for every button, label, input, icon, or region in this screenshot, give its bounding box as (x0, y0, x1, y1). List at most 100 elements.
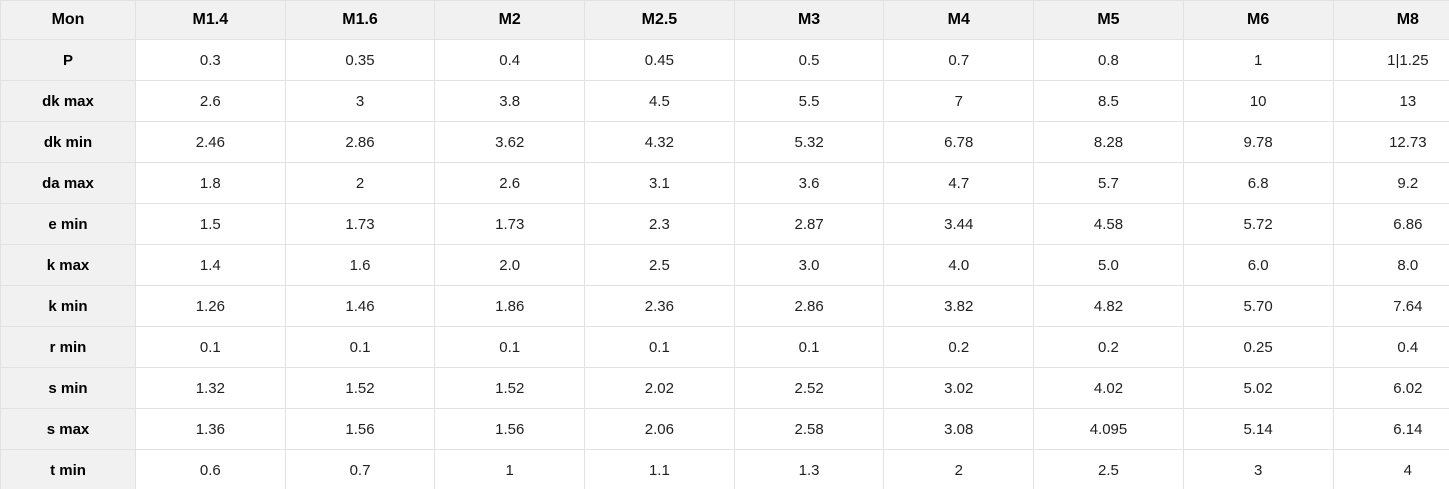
data-cell: 0.3 (135, 39, 286, 81)
table-row: s min 1.32 1.52 1.52 2.02 2.52 3.02 4.02 5.02 6.0… (0, 367, 1449, 409)
table-row: e min 1.5 1.73 1.73 2.3 2.87 3.44 4.58 5.72 6.86 (0, 203, 1449, 245)
data-cell: 3.82 (883, 285, 1035, 327)
data-cell: 4.32 (584, 121, 735, 163)
data-cell: 1.32 (135, 367, 286, 409)
data-cell: 2 (883, 449, 1035, 489)
data-cell: 2.86 (284, 121, 436, 163)
data-cell: 1.56 (434, 408, 586, 450)
row-label: e min (0, 203, 136, 245)
data-cell: 0.6 (135, 449, 286, 489)
data-cell: 8.0 (1332, 244, 1449, 286)
data-cell: 1 (434, 449, 586, 489)
data-cell: 0.1 (135, 326, 286, 368)
row-label: s min (0, 367, 136, 409)
data-cell: 0.7 (883, 39, 1035, 81)
data-cell: 3.0 (733, 244, 885, 286)
data-cell: 12.73 (1332, 121, 1449, 163)
data-cell: 5.72 (1182, 203, 1334, 245)
data-cell: 0.1 (434, 326, 586, 368)
data-cell: 4 (1332, 449, 1449, 489)
data-cell: 0.45 (584, 39, 735, 81)
data-cell: 2.52 (733, 367, 885, 409)
data-cell: 2.86 (733, 285, 885, 327)
data-cell: 1.6 (284, 244, 436, 286)
data-cell: 2.02 (584, 367, 735, 409)
data-cell: 2.36 (584, 285, 735, 327)
column-header: M6 (1182, 0, 1334, 40)
data-cell: 5.7 (1033, 162, 1184, 204)
data-cell: 1|1.25 (1332, 39, 1449, 81)
table-body: P 0.3 0.35 0.4 0.45 0.5 0.7 0.8 1 1|1.25 dk max 2.6… (0, 39, 1449, 489)
data-cell: 0.4 (434, 39, 586, 81)
data-cell: 0.1 (284, 326, 436, 368)
data-cell: 3.6 (733, 162, 885, 204)
data-cell: 6.8 (1182, 162, 1334, 204)
column-header: M2 (434, 0, 586, 40)
table-row: t min 0.6 0.7 1 1.1 1.3 2 2.5 3 4 (0, 449, 1449, 489)
table-row: dk max 2.6 3 3.8 4.5 5.5 7 8.5 10 13 (0, 80, 1449, 122)
data-cell: 0.1 (584, 326, 735, 368)
row-label: k min (0, 285, 136, 327)
data-cell: 2.6 (434, 162, 586, 204)
column-header: M4 (883, 0, 1035, 40)
data-cell: 0.7 (284, 449, 436, 489)
table-row: s max 1.36 1.56 1.56 2.06 2.58 3.08 4.095 5.14 6.… (0, 408, 1449, 450)
data-cell: 1.46 (284, 285, 436, 327)
data-cell: 0.2 (883, 326, 1035, 368)
data-cell: 1.3 (733, 449, 885, 489)
table-head: Mon M1.4 M1.6 M2 M2.5 M3 M4 M5 M6 M8 (0, 0, 1449, 40)
table-row: P 0.3 0.35 0.4 0.45 0.5 0.7 0.8 1 1|1.25 (0, 39, 1449, 81)
data-cell: 3.02 (883, 367, 1035, 409)
table-row: da max 1.8 2 2.6 3.1 3.6 4.7 5.7 6.8 9.2 (0, 162, 1449, 204)
data-cell: 1.56 (284, 408, 436, 450)
data-cell: 6.0 (1182, 244, 1334, 286)
row-label: da max (0, 162, 136, 204)
data-cell: 5.32 (733, 121, 885, 163)
row-label: t min (0, 449, 136, 489)
data-cell: 0.1 (733, 326, 885, 368)
data-cell: 13 (1332, 80, 1449, 122)
data-cell: 3.62 (434, 121, 586, 163)
data-cell: 6.86 (1332, 203, 1449, 245)
data-cell: 1.52 (284, 367, 436, 409)
corner-header: Mon (0, 0, 136, 40)
data-cell: 3 (284, 80, 436, 122)
data-cell: 1.1 (584, 449, 735, 489)
data-cell: 5.02 (1182, 367, 1334, 409)
row-label: s max (0, 408, 136, 450)
column-header: M1.6 (284, 0, 436, 40)
data-cell: 4.02 (1033, 367, 1184, 409)
data-cell: 4.82 (1033, 285, 1184, 327)
data-cell: 3.8 (434, 80, 586, 122)
data-cell: 4.0 (883, 244, 1035, 286)
data-cell: 0.2 (1033, 326, 1184, 368)
header-row: Mon M1.4 M1.6 M2 M2.5 M3 M4 M5 M6 M8 (0, 0, 1449, 40)
data-cell: 0.35 (284, 39, 436, 81)
data-cell: 1.52 (434, 367, 586, 409)
row-label: P (0, 39, 136, 81)
row-label: r min (0, 326, 136, 368)
data-cell: 4.7 (883, 162, 1035, 204)
data-cell: 1.73 (434, 203, 586, 245)
data-cell: 1 (1182, 39, 1334, 81)
data-cell: 6.02 (1332, 367, 1449, 409)
data-cell: 1.8 (135, 162, 286, 204)
data-cell: 9.78 (1182, 121, 1334, 163)
data-cell: 5.14 (1182, 408, 1334, 450)
data-cell: 1.73 (284, 203, 436, 245)
column-header: M5 (1033, 0, 1184, 40)
data-cell: 2.06 (584, 408, 735, 450)
data-cell: 9.2 (1332, 162, 1449, 204)
table-row: k max 1.4 1.6 2.0 2.5 3.0 4.0 5.0 6.0 8.0 (0, 244, 1449, 286)
data-cell: 2.0 (434, 244, 586, 286)
column-header: M1.4 (135, 0, 286, 40)
data-cell: 2.46 (135, 121, 286, 163)
data-cell: 4.5 (584, 80, 735, 122)
row-label: dk max (0, 80, 136, 122)
data-cell: 1.86 (434, 285, 586, 327)
data-cell: 3 (1182, 449, 1334, 489)
data-cell: 7 (883, 80, 1035, 122)
data-cell: 0.8 (1033, 39, 1184, 81)
